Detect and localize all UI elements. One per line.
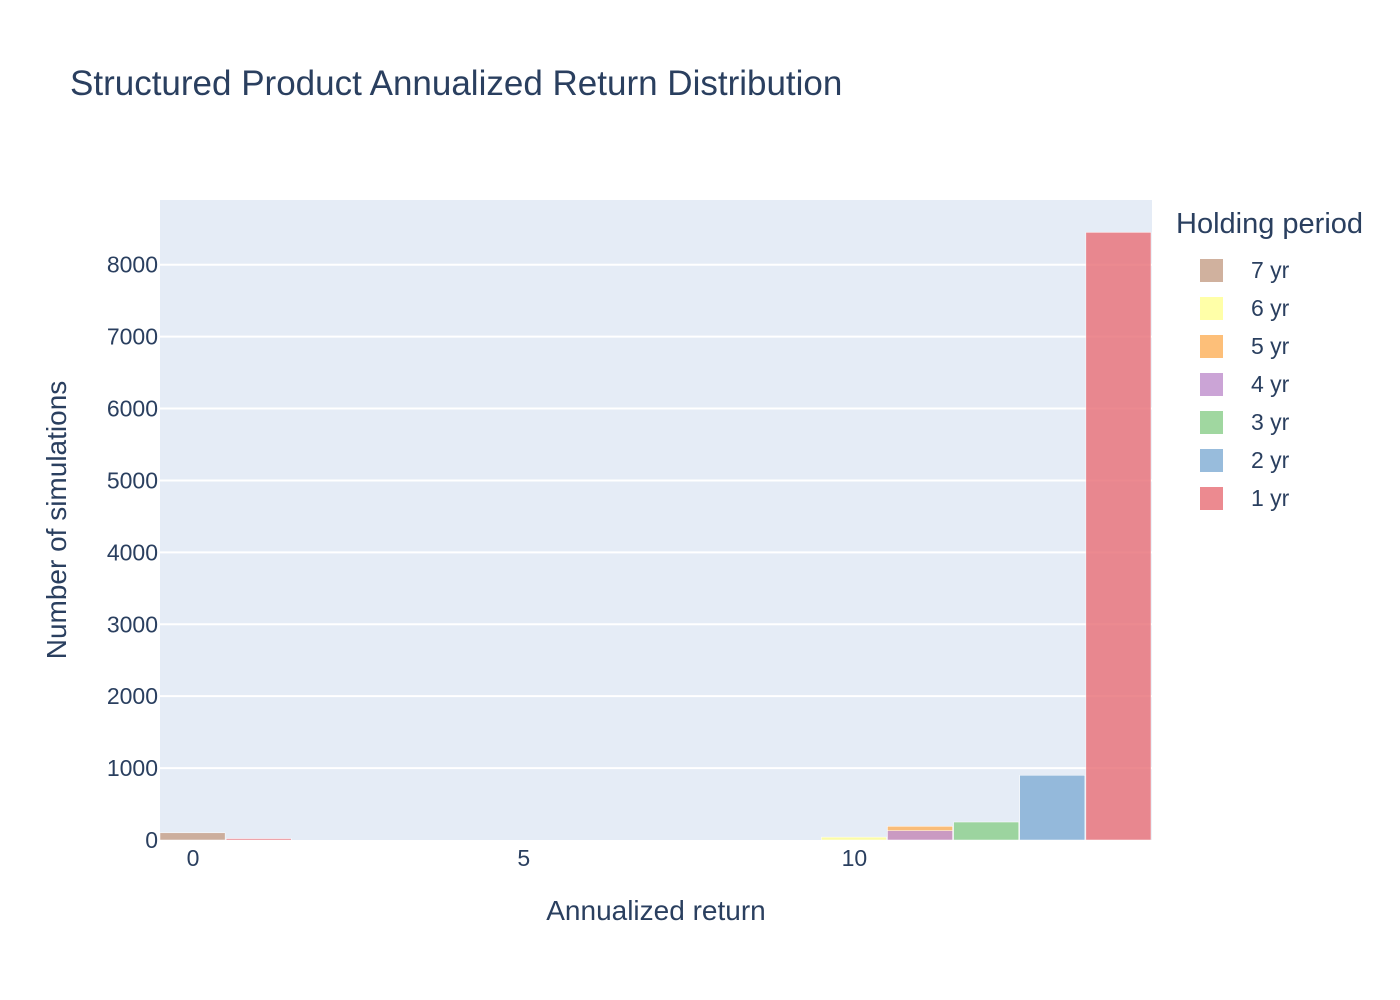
plot-area: [160, 200, 1152, 840]
y-tick-label: 6000: [107, 396, 158, 422]
bar-1-yr: [225, 838, 292, 841]
bars: [159, 232, 1152, 841]
legend-label: 7 yr: [1251, 256, 1290, 283]
y-tick-label: 1000: [107, 755, 158, 781]
x-axis-title: Annualized return: [546, 895, 765, 926]
bar-1-yr: [1085, 232, 1152, 841]
legend-swatch: [1200, 448, 1223, 472]
legend-swatch: [1200, 258, 1223, 282]
legend-swatch: [1200, 296, 1223, 320]
legend-item[interactable]: 3 yr: [1176, 403, 1363, 441]
legend-label: 5 yr: [1251, 332, 1290, 359]
y-tick-label: 4000: [107, 539, 158, 565]
bar-3-yr: [953, 821, 1019, 841]
legend-item[interactable]: 5 yr: [1176, 327, 1363, 365]
legend-label: 2 yr: [1251, 446, 1290, 473]
chart-title: Structured Product Annualized Return Dis…: [70, 64, 843, 103]
legend-item[interactable]: 7 yr: [1176, 251, 1363, 289]
tick-labels: 0 1000 2000 3000 4000 5000 6000 7000 8000 0 5 10: [107, 252, 867, 871]
bar-2-yr: [1019, 775, 1086, 841]
y-tick-label: 5000: [107, 467, 158, 493]
legend-label: 6 yr: [1251, 294, 1290, 321]
y-tick-label: 3000: [107, 611, 158, 637]
x-tick-label: 5: [517, 845, 530, 871]
x-tick-label: 0: [187, 845, 200, 871]
legend-label: 3 yr: [1251, 408, 1290, 435]
legend-swatch: [1200, 334, 1223, 358]
bar-7-yr: [159, 832, 226, 841]
legend-label: 1 yr: [1251, 484, 1290, 511]
legend-item[interactable]: 4 yr: [1176, 365, 1363, 403]
y-tick-label: 8000: [107, 252, 158, 278]
y-axis-title: Number of simulations: [41, 381, 72, 660]
legend-title: Holding period: [1176, 208, 1364, 240]
bar-6-yr: [821, 836, 887, 841]
y-tick-label: 7000: [107, 324, 158, 350]
y-tick-label: 0: [145, 827, 158, 853]
grid-lines: [160, 263, 1152, 770]
legend-item[interactable]: 2 yr: [1176, 441, 1363, 479]
bar-4-yr: [887, 830, 953, 841]
legend-swatch: [1200, 372, 1223, 396]
x-tick-label: 10: [842, 845, 868, 871]
y-tick-label: 2000: [107, 683, 158, 709]
legend-item[interactable]: 1 yr: [1176, 479, 1363, 517]
legend-swatch: [1200, 486, 1223, 510]
legend-label: 4 yr: [1251, 370, 1290, 397]
legend-item[interactable]: 6 yr: [1176, 289, 1363, 327]
legend-swatch: [1200, 410, 1223, 434]
legend-items: 7 yr 6 yr 5 yr 4 yr 3 yr 2 yr 1 yr: [1176, 251, 1363, 517]
legend: Holding period 7 yr 6 yr 5 yr 4 yr 3 yr 2 yr 1…: [1176, 208, 1363, 517]
